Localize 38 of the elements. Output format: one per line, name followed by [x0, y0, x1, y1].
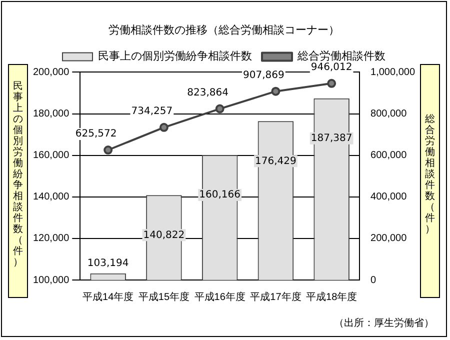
data-label: 907,869 [243, 70, 284, 81]
data-label: 176,429 [255, 156, 296, 167]
text: （出所：厚生労働省） [334, 316, 434, 330]
y-tick-label: 200,000 [32, 66, 70, 78]
point [327, 78, 336, 88]
y2-tick-label: 200,000 [370, 233, 408, 244]
data-label: 823,864 [187, 87, 229, 98]
data-label: 103,194 [87, 258, 129, 269]
y-tick-label: 180,000 [32, 108, 70, 120]
x-tick-label: 平成15年度 [138, 290, 190, 303]
legend-label: 民事上の個別労働紛争相談件数 [98, 50, 252, 63]
legend-label: 総合労働相談件数 [296, 50, 386, 63]
y2-tick-label: 400,000 [370, 192, 408, 203]
point [215, 104, 224, 114]
data-label: 946,012 [310, 62, 352, 74]
y-tick-label: 100,000 [32, 274, 70, 286]
data-label: 160,166 [199, 190, 241, 201]
text: 総合労働相談件数（件） [425, 114, 435, 235]
point [104, 146, 113, 155]
x-tick-label: 平成14年度 [82, 290, 134, 303]
chart-title: 労働相談件数の推移（総合労働相談コーナー） [108, 24, 340, 37]
x-tick-label: 平成18年度 [306, 290, 358, 303]
y-tick-label: 120,000 [32, 233, 70, 244]
y-tick-label: 160,000 [32, 150, 70, 162]
data-label: 625,572 [75, 128, 117, 140]
data-label: 187,387 [310, 133, 352, 144]
data-label: 734,257 [131, 106, 173, 118]
x-tick-label: 平成16年度 [194, 290, 246, 303]
y2-tick-label: 800,000 [370, 108, 408, 120]
text: 民事上の個別労働紛争相談件数（件） [13, 81, 23, 268]
y2-tick-label: 1,000,000 [370, 66, 416, 78]
point [159, 122, 168, 132]
y2-tick-label: 600,000 [370, 150, 408, 162]
x-tick-label: 平成17年度 [250, 290, 302, 303]
data-label: 140,822 [143, 230, 185, 241]
y2-tick-label: 0 [370, 274, 377, 286]
point [271, 86, 280, 96]
y-tick-label: 140,000 [32, 192, 70, 203]
